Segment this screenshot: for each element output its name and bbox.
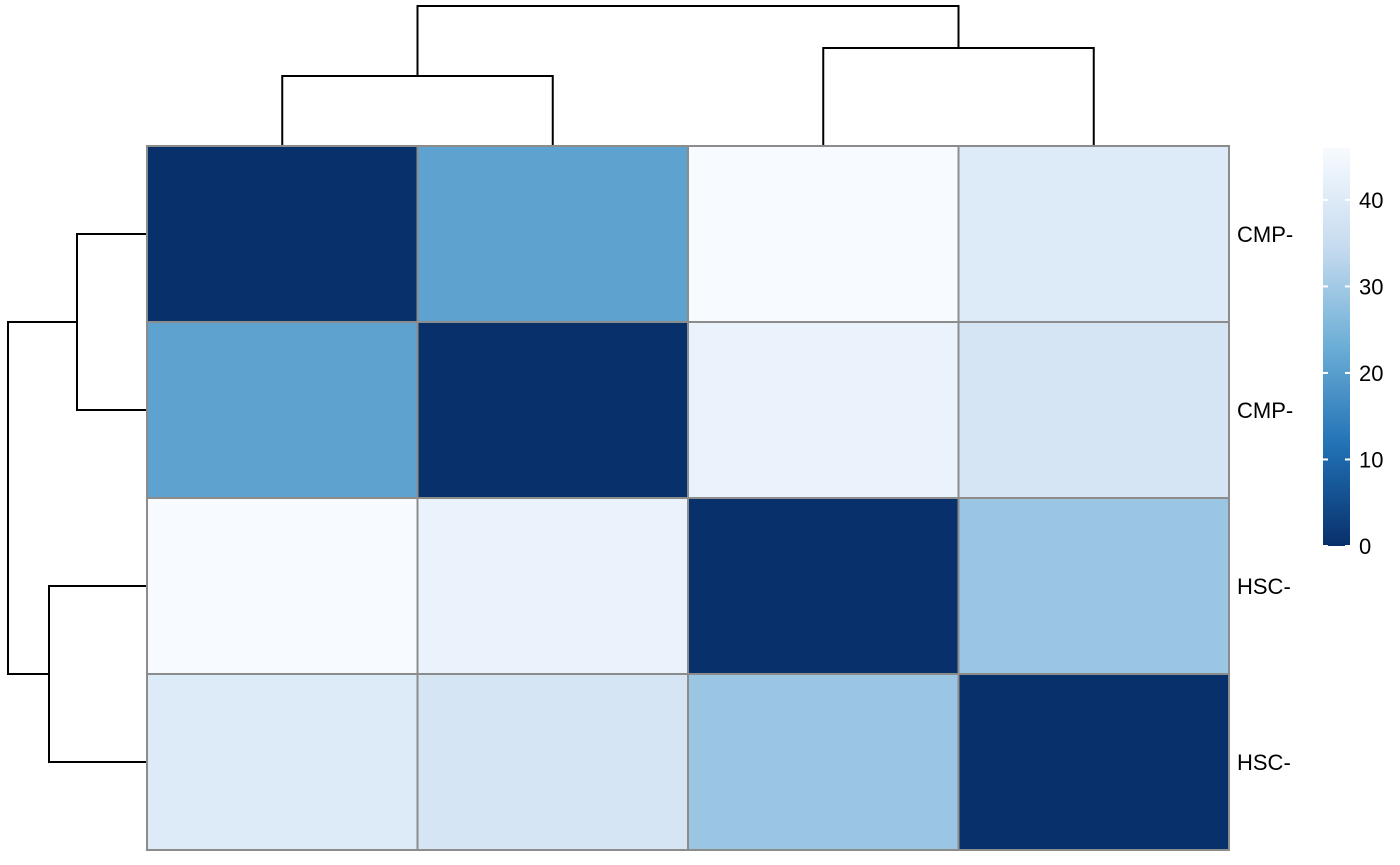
legend-tick-label-0: 0	[1359, 534, 1371, 559]
row-label-1: CMP-	[1237, 222, 1293, 247]
heatmap-cell-r2-c4	[957, 321, 1230, 499]
column-dendrogram-branch-2	[822, 47, 1095, 146]
heatmap-cell-r1-c3	[687, 145, 960, 323]
heatmap-cell-r4-c3	[687, 673, 960, 851]
heatmap-cell-r1-c2	[416, 145, 689, 323]
heatmap-cell-r3-c3	[687, 497, 960, 675]
color-legend: 0 10 20 30 40	[1323, 148, 1383, 559]
heatmap-cell-r2-c3	[687, 321, 960, 499]
row-label-2: CMP-	[1237, 398, 1293, 423]
column-dendrogram-branch-1	[281, 75, 554, 146]
heatmap-cell-r2-c2	[416, 321, 689, 499]
heatmap-cells	[146, 145, 1230, 851]
legend-tick-label-30: 30	[1359, 274, 1383, 299]
legend-tick-label-10: 10	[1359, 447, 1383, 472]
legend-tick-label-40: 40	[1359, 188, 1383, 213]
row-label-4: HSC-	[1237, 750, 1291, 775]
row-dendrogram-branch-2	[48, 585, 147, 763]
heatmap-cell-r4-c2	[416, 673, 689, 851]
heatmap-cell-r4-c4	[957, 673, 1230, 851]
color-legend-ticks: 0 10 20 30 40	[1323, 188, 1383, 559]
row-labels: CMP- CMP- HSC- HSC-	[1237, 222, 1293, 775]
heatmap-cell-r4-c1	[146, 673, 419, 851]
heatmap-cell-r3-c4	[957, 497, 1230, 675]
heatmap-cell-r3-c1	[146, 497, 419, 675]
row-dendrogram-branch-1	[76, 233, 147, 411]
column-dendrogram-root	[416, 5, 960, 76]
row-dendrogram-root	[7, 321, 77, 675]
heatmap-cell-r2-c1	[146, 321, 419, 499]
column-dendrogram	[281, 5, 1095, 146]
row-label-3: HSC-	[1237, 574, 1291, 599]
heatmap-cell-r1-c4	[957, 145, 1230, 323]
legend-tick-label-20: 20	[1359, 361, 1383, 386]
heatmap-cell-r1-c1	[146, 145, 419, 323]
heatmap-cell-r3-c2	[416, 497, 689, 675]
color-legend-bar	[1323, 148, 1350, 546]
row-dendrogram	[7, 233, 147, 763]
